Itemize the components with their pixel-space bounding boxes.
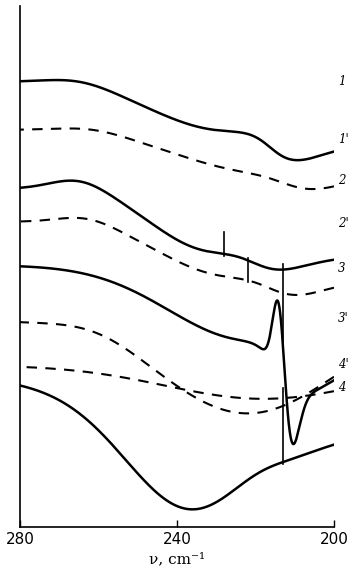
Text: 3': 3' xyxy=(338,312,349,325)
Text: 1': 1' xyxy=(338,133,349,146)
Text: 2: 2 xyxy=(338,174,346,187)
Text: 2': 2' xyxy=(338,217,349,230)
X-axis label: ν, cm⁻¹: ν, cm⁻¹ xyxy=(149,553,205,566)
Text: 3: 3 xyxy=(338,261,346,275)
Text: 4': 4' xyxy=(338,359,349,371)
Text: 1: 1 xyxy=(338,76,346,89)
Text: 4: 4 xyxy=(338,381,346,394)
